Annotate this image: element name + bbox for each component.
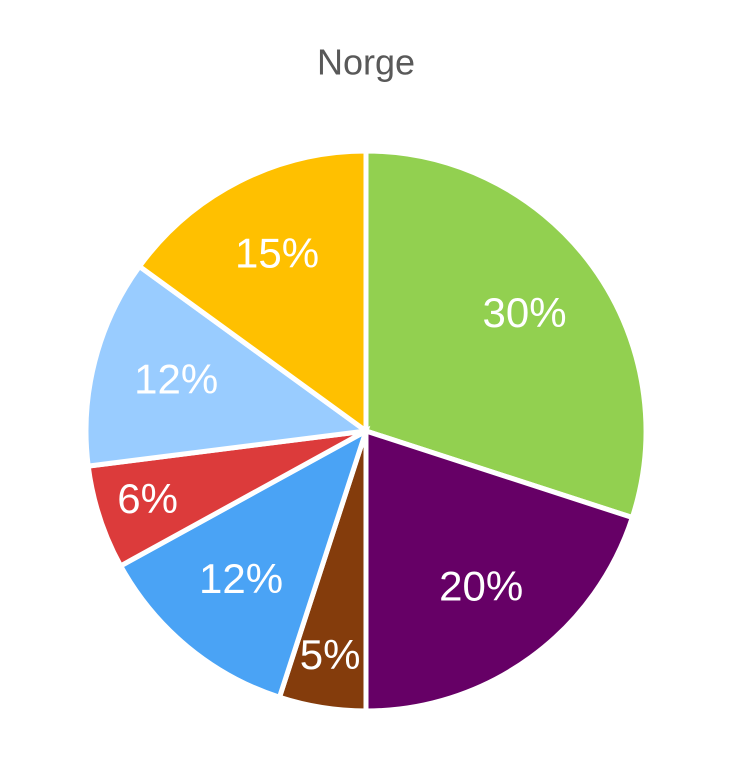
- pie-slice: [135, 148, 369, 436]
- pie-slice: [363, 427, 636, 714]
- value-label: 15%: [235, 229, 319, 276]
- value-label: 6%: [117, 475, 178, 522]
- value-label: 12%: [199, 555, 283, 602]
- pie-slice: [363, 148, 649, 521]
- value-label: 20%: [439, 563, 523, 610]
- value-label: 30%: [483, 289, 567, 336]
- value-label: 5%: [300, 631, 361, 678]
- pie-slice: [83, 262, 373, 469]
- value-label: 12%: [134, 355, 218, 402]
- chart-title: Norge: [317, 42, 415, 83]
- pie-slice: [117, 425, 371, 701]
